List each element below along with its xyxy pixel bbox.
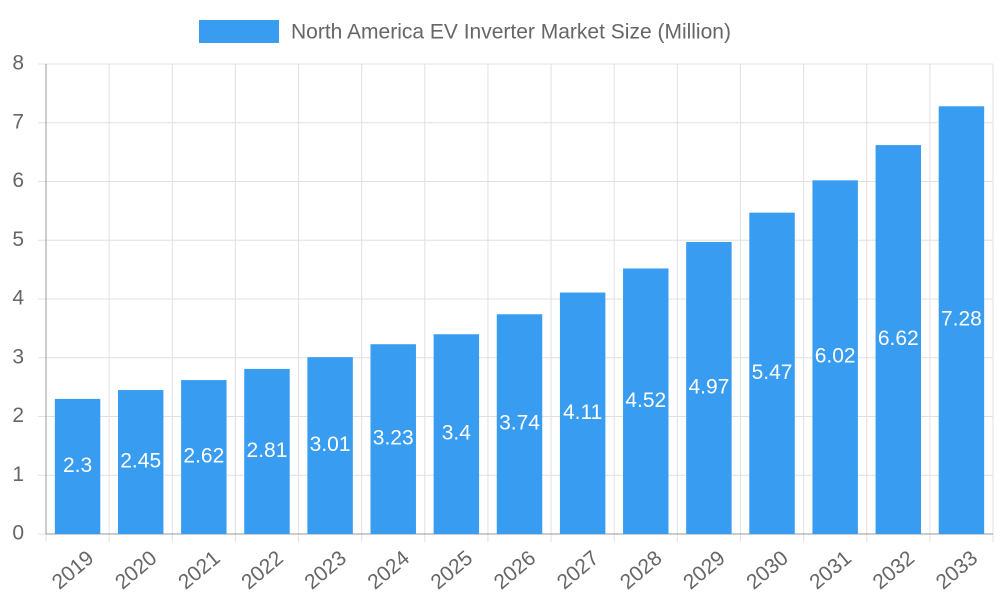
bar (307, 357, 353, 534)
data-label: 7.28 (941, 308, 982, 331)
data-label: 3.01 (310, 433, 351, 456)
y-tick-label: 0 (12, 522, 24, 545)
x-tick-label: 2020 (111, 546, 162, 594)
bar (433, 334, 480, 534)
x-tick-label: 2033 (932, 546, 983, 594)
y-tick-label: 2 (12, 404, 24, 427)
data-label: 3.74 (499, 412, 540, 435)
bar (686, 242, 732, 534)
data-label: 6.02 (815, 345, 856, 368)
data-label: 2.45 (120, 450, 161, 473)
data-label: 2.62 (183, 445, 224, 468)
data-label: 4.52 (625, 389, 666, 412)
x-tick-label: 2023 (300, 546, 351, 594)
y-tick-label: 7 (12, 110, 24, 133)
data-label: 6.62 (878, 327, 919, 350)
data-label: 2.3 (63, 454, 92, 477)
x-tick-label: 2032 (869, 546, 920, 594)
y-tick-label: 8 (12, 52, 24, 75)
legend-swatch (199, 20, 279, 43)
bar (623, 268, 669, 534)
bar (244, 368, 290, 534)
data-label: 4.97 (688, 376, 729, 399)
data-label: 2.81 (247, 439, 288, 462)
bar (559, 292, 606, 534)
legend-label: North America EV Inverter Market Size (M… (291, 21, 731, 44)
bar (54, 398, 101, 534)
y-tick-label: 5 (12, 228, 24, 251)
data-label: 3.23 (373, 427, 414, 450)
x-tick-label: 2028 (616, 546, 667, 594)
x-tick-label: 2024 (363, 546, 414, 594)
x-tick-label: 2031 (805, 546, 856, 594)
x-tick-label: 2019 (48, 546, 99, 594)
y-tick-label: 6 (12, 169, 24, 192)
bar (812, 180, 858, 534)
x-tick-label: 2027 (553, 546, 604, 594)
bar (496, 314, 543, 534)
bar (117, 390, 164, 534)
y-tick-label: 4 (12, 287, 24, 310)
bar (875, 145, 922, 534)
data-label: 5.47 (752, 361, 793, 384)
data-label: 3.4 (442, 422, 472, 445)
x-tick-label: 2029 (679, 546, 730, 594)
x-tick-label: 2026 (490, 546, 541, 594)
y-tick-label: 3 (12, 345, 24, 368)
x-tick-label: 2030 (742, 546, 793, 594)
bar (181, 380, 227, 534)
x-tick-label: 2021 (174, 546, 225, 594)
bar (749, 212, 795, 534)
y-tick-label: 1 (12, 463, 24, 486)
bar (938, 106, 985, 535)
bar (370, 344, 416, 534)
x-tick-label: 2025 (427, 546, 478, 594)
x-tick-label: 2022 (237, 546, 288, 594)
data-label: 4.11 (563, 401, 602, 424)
